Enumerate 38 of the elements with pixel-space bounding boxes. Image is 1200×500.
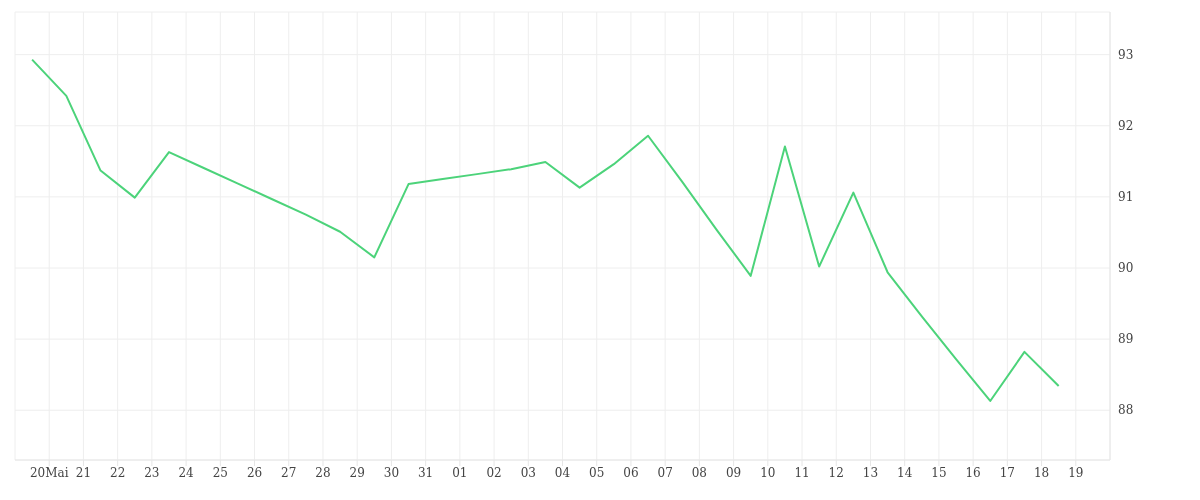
y-tick-label: 93 [1118, 47, 1134, 62]
x-tick-label: 10 [760, 465, 776, 480]
x-tick-label: 22 [110, 465, 126, 480]
x-tick-label: 26 [246, 465, 263, 480]
x-tick-label: 03 [520, 465, 536, 480]
x-tick-label: 08 [691, 465, 708, 480]
x-tick-label: 27 [281, 465, 297, 480]
x-tick-label: 19 [1068, 465, 1084, 480]
line-series [31, 58, 1060, 402]
x-tick-label: 05 [589, 465, 605, 480]
x-tick-label: 21 [75, 465, 92, 480]
x-tick-label: 30 [383, 465, 400, 480]
x-tick-label: 15 [931, 465, 947, 480]
x-tick-label: 18 [1033, 465, 1050, 480]
y-tick-label: 91 [1118, 190, 1134, 205]
y-tick-label: 89 [1118, 332, 1134, 347]
x-tick-label: 09 [725, 465, 742, 480]
x-tick-label: 24 [178, 465, 195, 480]
x-tick-label: 25 [212, 465, 228, 480]
y-tick-label: 92 [1118, 119, 1134, 134]
x-tick-label: 23 [144, 465, 160, 480]
x-tick-label: 04 [554, 465, 571, 480]
x-tick-label: 06 [623, 465, 639, 480]
x-tick-label: 14 [897, 465, 913, 480]
x-tick-label: 31 [417, 465, 434, 480]
x-tick-label: 07 [657, 465, 673, 480]
x-tick-label: 12 [828, 465, 844, 480]
x-tick-label: 17 [999, 465, 1015, 480]
x-tick-label: 01 [452, 465, 468, 480]
y-tick-label: 90 [1118, 261, 1134, 276]
x-tick-label: 28 [315, 465, 331, 480]
x-tick-label: 20Mai [29, 465, 69, 480]
x-tick-label: 13 [862, 465, 879, 480]
x-tick-label: 11 [794, 465, 810, 480]
x-tick-label: 16 [965, 465, 981, 480]
x-tick-label: 29 [349, 465, 365, 480]
y-tick-label: 88 [1118, 403, 1134, 418]
x-tick-label: 02 [486, 465, 502, 480]
